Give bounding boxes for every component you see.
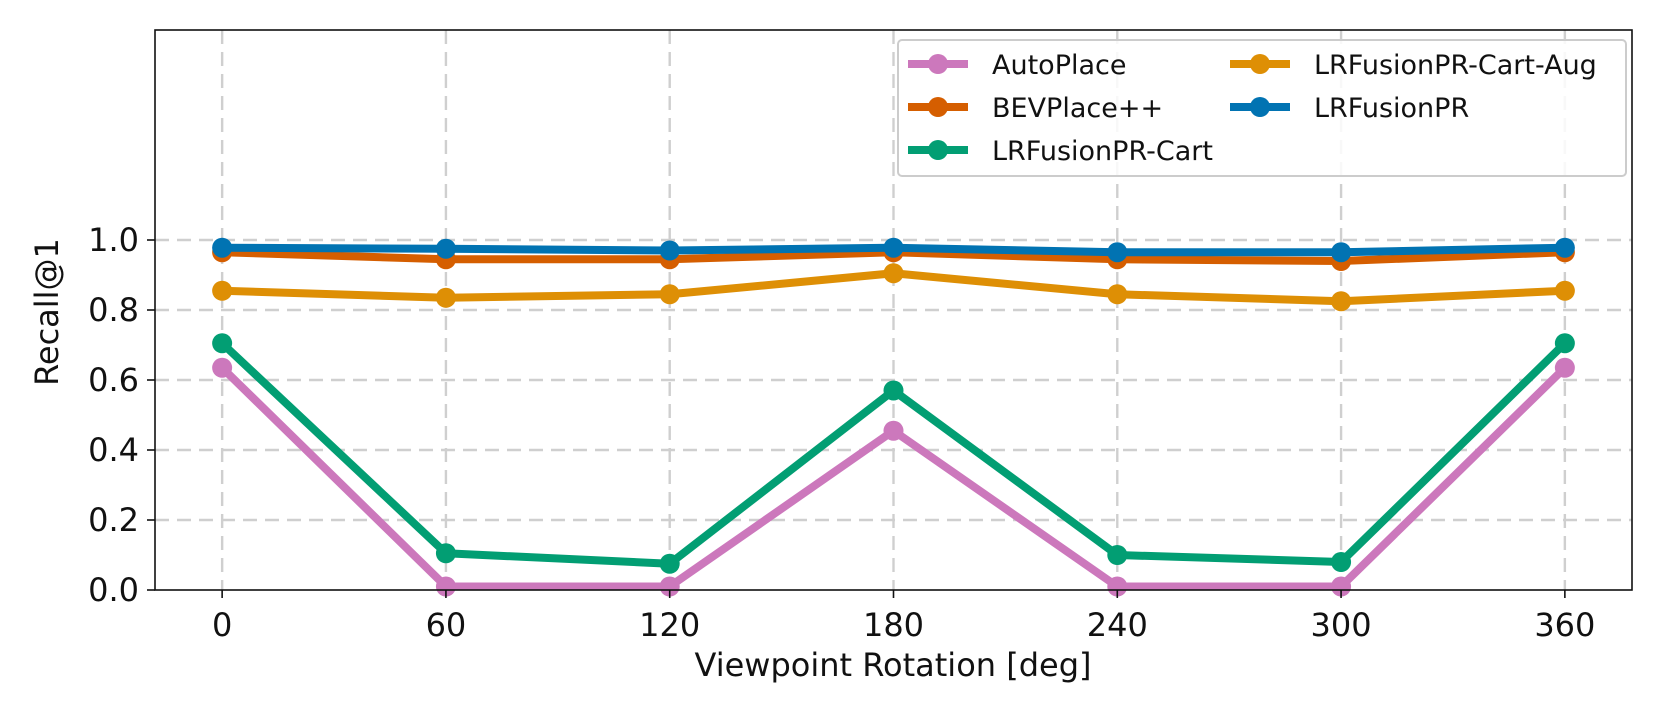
- x-axis-title: Viewpoint Rotation [deg]: [695, 646, 1092, 684]
- legend-marker: [1250, 54, 1270, 74]
- x-tick-label: 180: [863, 606, 924, 644]
- data-point: [659, 576, 680, 597]
- x-tick-label: 300: [1311, 606, 1372, 644]
- legend-label: LRFusionPR: [1314, 93, 1469, 124]
- x-tick-label: 360: [1534, 606, 1595, 644]
- data-point: [883, 263, 904, 284]
- y-tick-label: 0.0: [88, 571, 139, 609]
- data-point: [212, 357, 233, 378]
- data-point: [1331, 242, 1352, 263]
- data-point: [883, 420, 904, 441]
- data-point: [1331, 291, 1352, 312]
- y-tick-label: 0.4: [88, 431, 139, 469]
- legend-marker: [928, 140, 948, 160]
- series-lines: [212, 237, 1575, 597]
- data-point: [1554, 357, 1575, 378]
- legend-label: BEVPlace++: [992, 93, 1163, 124]
- data-point: [1107, 284, 1128, 305]
- data-point: [883, 380, 904, 401]
- y-axis-title: Recall@1: [28, 238, 66, 386]
- legend: AutoPlace BEVPlace++ LRFusionPR-Cart LRFusi…: [897, 39, 1627, 177]
- legend-marker: [928, 54, 948, 74]
- data-point: [1331, 552, 1352, 572]
- y-tick-label: 0.2: [88, 501, 139, 539]
- legend-label: LRFusionPR-Cart: [992, 136, 1213, 167]
- data-point: [1107, 242, 1128, 263]
- data-point: [212, 333, 233, 354]
- y-tick-label: 0.8: [88, 291, 139, 329]
- x-axis-ticks: 0 60 120 180 240 300 360: [212, 590, 1595, 644]
- data-point: [659, 553, 680, 574]
- y-tick-label: 1.0: [88, 221, 139, 259]
- legend-label: LRFusionPR-Cart-Aug: [1314, 50, 1597, 81]
- data-point: [1554, 333, 1575, 354]
- legend-marker: [928, 97, 948, 117]
- data-point: [435, 543, 456, 564]
- data-point: [435, 287, 456, 308]
- x-tick-label: 0: [212, 606, 232, 644]
- y-tick-label: 0.6: [88, 361, 139, 399]
- legend-label: AutoPlace: [992, 50, 1126, 81]
- data-point: [212, 280, 233, 301]
- data-point: [1331, 576, 1352, 597]
- x-tick-label: 60: [426, 606, 467, 644]
- data-point: [883, 237, 904, 258]
- data-point: [659, 240, 680, 261]
- data-point: [1107, 545, 1128, 565]
- data-point: [1107, 576, 1128, 597]
- data-point: [1554, 237, 1575, 258]
- legend-marker: [1250, 97, 1270, 117]
- x-tick-label: 240: [1087, 606, 1148, 644]
- data-point: [659, 284, 680, 305]
- data-point: [435, 238, 456, 259]
- data-point: [1554, 280, 1575, 301]
- data-point: [212, 237, 233, 258]
- y-axis-ticks: 0.0 0.2 0.4 0.6 0.8 1.0: [88, 221, 155, 609]
- data-point: [435, 576, 456, 597]
- x-tick-label: 120: [639, 606, 700, 644]
